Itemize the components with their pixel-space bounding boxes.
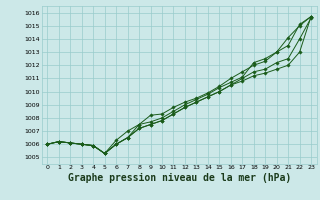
X-axis label: Graphe pression niveau de la mer (hPa): Graphe pression niveau de la mer (hPa) (68, 173, 291, 183)
